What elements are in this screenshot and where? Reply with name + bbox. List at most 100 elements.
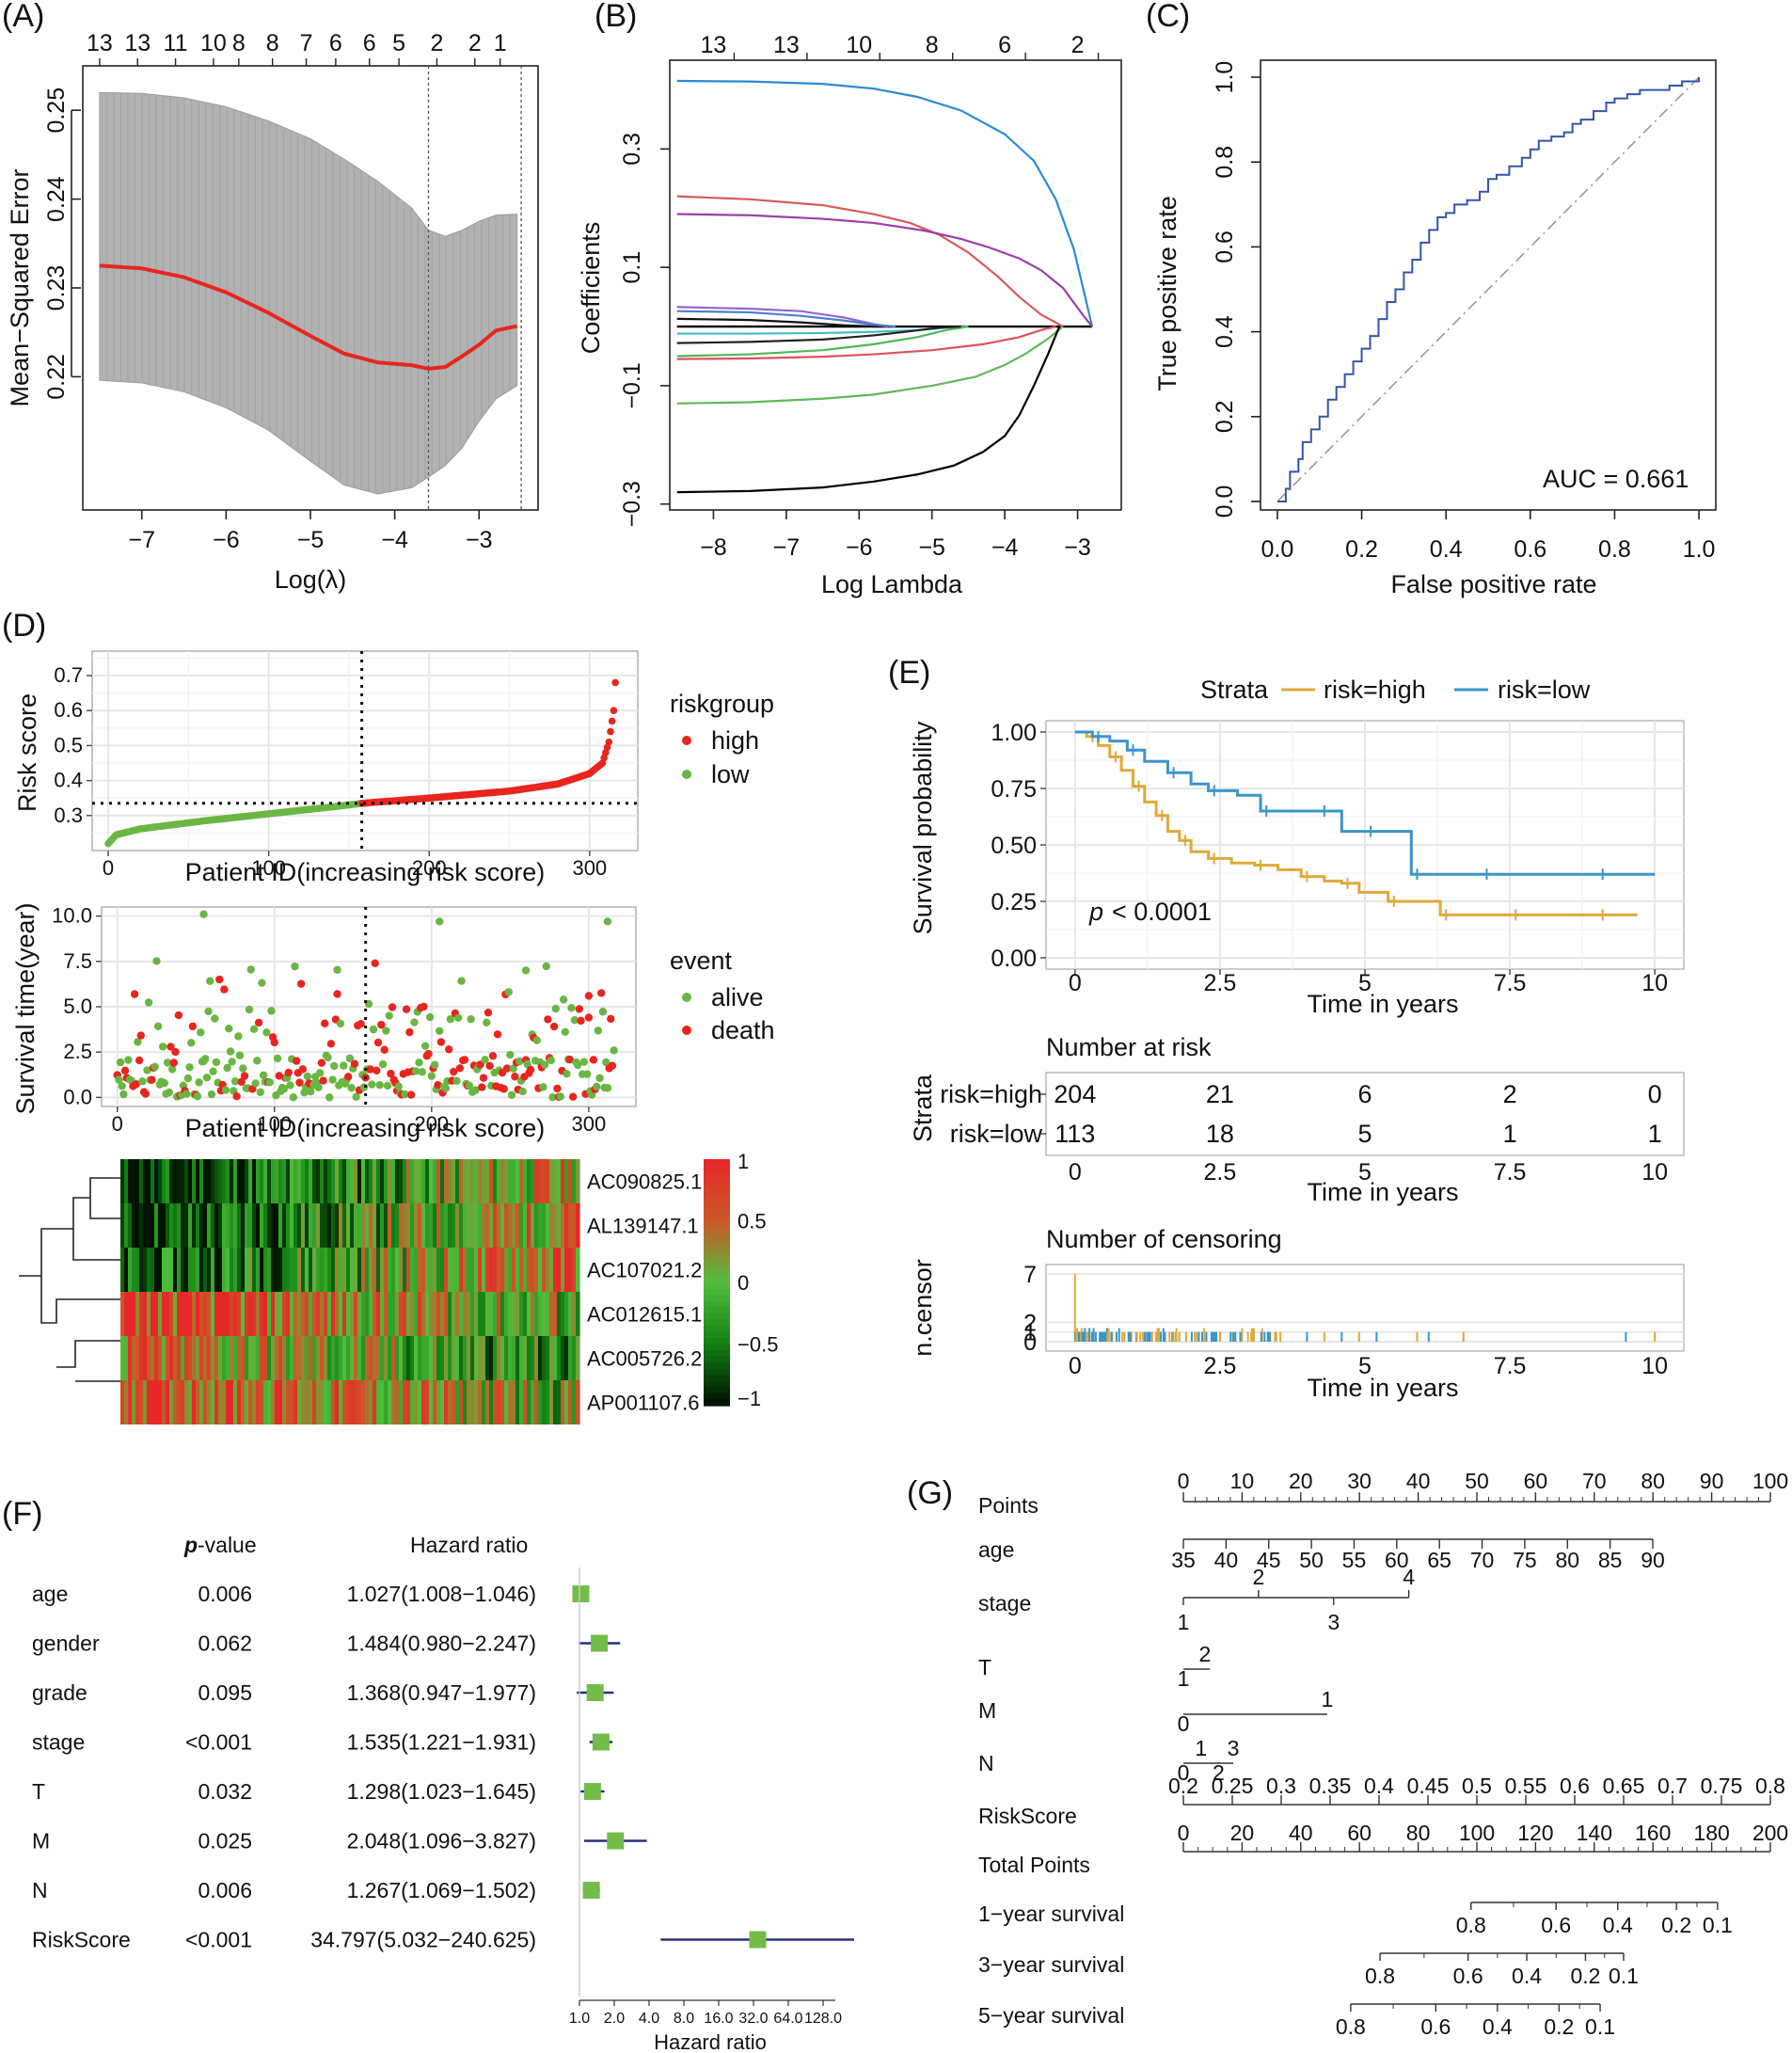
- survival-point: [435, 1026, 444, 1035]
- panel-g-nomogram: Points age stage TM N RiskScore Total Points 1−…: [978, 1469, 1788, 2039]
- heatmap-cell: [293, 1203, 298, 1248]
- heatmap-cell: [350, 1159, 355, 1203]
- x-tick-label: 10: [1641, 970, 1668, 996]
- heatmap-cell: [293, 1159, 298, 1203]
- heatmap-cell: [515, 1380, 520, 1424]
- heatmap-cell: [497, 1336, 501, 1380]
- censor-table-frame: [1045, 1264, 1685, 1352]
- total-label: 120: [1517, 1821, 1553, 1845]
- heatmap-cell: [369, 1203, 373, 1248]
- scale-label: −0.5: [737, 1333, 778, 1357]
- heatmap-cell: [271, 1292, 276, 1336]
- survival-point: [420, 1042, 430, 1050]
- panel-b-y-axis: −0.3 −0.1 0.1 0.3: [619, 133, 670, 527]
- riskscore-label: 0.65: [1603, 1774, 1645, 1798]
- survival-point: [324, 1053, 332, 1062]
- nomo-row-label: Total Points: [978, 1853, 1090, 1877]
- heatmap-cell: [346, 1292, 351, 1336]
- points-label: 40: [1406, 1469, 1431, 1493]
- survival-point: [246, 965, 255, 974]
- heatmap-cell: [489, 1336, 494, 1380]
- heatmap-cell: [339, 1336, 343, 1380]
- heatmap-cell: [433, 1248, 437, 1292]
- scale-step: [704, 1368, 730, 1376]
- heatmap-row-labels: AC090825.1 AL139147.1 AC107021.2 AC012615.1…: [587, 1170, 702, 1415]
- survival-point: [452, 1076, 461, 1086]
- panel-d-heatmap: AC090825.1 AL139147.1 AC107021.2 AC012615.1…: [19, 1150, 778, 1424]
- heatmap-cell: [497, 1159, 501, 1203]
- heatmap-cell: [448, 1203, 452, 1248]
- heatmap-cell: [512, 1159, 516, 1203]
- heatmap-cell: [399, 1203, 404, 1248]
- heatmap-cell: [196, 1159, 200, 1203]
- y-tick-label: 0.1: [619, 251, 645, 284]
- heatmap-cell: [267, 1248, 272, 1292]
- heatmap-cell: [233, 1380, 238, 1424]
- coef-line-purple2: [676, 306, 889, 328]
- heatmap-cell: [474, 1292, 479, 1336]
- heatmap-cell: [256, 1159, 261, 1203]
- heatmap-cell: [203, 1336, 208, 1380]
- survival-point: [548, 1092, 557, 1102]
- heatmap-cell: [388, 1292, 392, 1336]
- heatmap-cell: [357, 1336, 362, 1380]
- scale-step: [704, 1288, 730, 1296]
- heatmap-cell: [173, 1336, 178, 1380]
- survival-point: [559, 995, 568, 1004]
- heatmap-cell: [444, 1203, 449, 1248]
- panel-c-frame: [1260, 59, 1717, 511]
- heatmap-cell: [282, 1203, 287, 1248]
- heatmap-cell: [154, 1248, 159, 1292]
- heatmap-cell: [147, 1380, 151, 1424]
- heatmap-cell: [297, 1203, 302, 1248]
- forest-p: 0.032: [198, 1779, 252, 1804]
- heatmap-cell: [320, 1336, 325, 1380]
- survival-point: [556, 1092, 565, 1101]
- heatmap-cell: [211, 1248, 215, 1292]
- heatmap-cell: [425, 1380, 430, 1424]
- heatmap-cell: [267, 1159, 272, 1203]
- top-tick-label: 10: [846, 32, 872, 58]
- heatmap-cell: [410, 1248, 415, 1292]
- survival-point: [373, 1038, 383, 1047]
- heatmap-cell: [410, 1336, 415, 1380]
- forest-point: [583, 1783, 601, 1800]
- heatmap-cell: [263, 1380, 268, 1424]
- heatmap-cell: [531, 1159, 535, 1203]
- heatmap-cell: [166, 1380, 170, 1424]
- total-label: 80: [1406, 1821, 1431, 1845]
- survival-point: [317, 1058, 326, 1067]
- heatmap-cell: [508, 1336, 513, 1380]
- heatmap-cell: [143, 1159, 148, 1203]
- survival-point: [375, 1080, 384, 1090]
- heatmap-cell: [278, 1248, 283, 1292]
- heatmap-cell: [463, 1248, 468, 1292]
- heatmap-cell: [418, 1336, 422, 1380]
- heatmap-cell: [342, 1203, 347, 1248]
- survival-point: [579, 1058, 589, 1066]
- age-label: 60: [1385, 1548, 1409, 1572]
- survival-point: [124, 1056, 133, 1064]
- heatmap-row-label: AC090825.1: [587, 1170, 702, 1194]
- heatmap-cell: [354, 1380, 358, 1424]
- forest-tick-label: 32.0: [738, 2011, 768, 2027]
- heatmap-cell: [448, 1292, 452, 1336]
- heatmap-cell: [226, 1336, 230, 1380]
- survival-point: [506, 1050, 515, 1059]
- survival-point: [188, 1022, 198, 1031]
- heatmap-cell: [482, 1248, 486, 1292]
- panel-e-p-label: p: [1088, 898, 1103, 926]
- survival-point: [369, 1025, 378, 1034]
- n-label: 3: [1228, 1736, 1240, 1760]
- forest-p: 0.062: [198, 1631, 252, 1656]
- heatmap-cell: [192, 1248, 197, 1292]
- heatmap-cell: [553, 1292, 558, 1336]
- heatmap-cell: [534, 1248, 539, 1292]
- heatmap-cell: [568, 1248, 573, 1292]
- heatmap-cell: [271, 1248, 276, 1292]
- y-tick-label: 10.0: [52, 904, 92, 928]
- heatmap-cell: [181, 1203, 185, 1248]
- heatmap-cell: [361, 1248, 366, 1292]
- heatmap-cell: [380, 1248, 385, 1292]
